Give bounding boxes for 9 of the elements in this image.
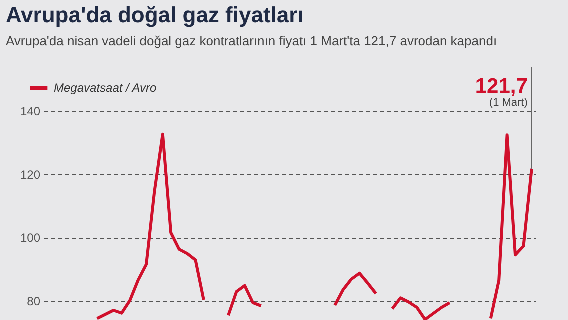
legend-label: Megavatsaat / Avro: [54, 81, 158, 95]
y-tick-label: 80: [27, 294, 41, 308]
y-tick-label: 140: [20, 104, 41, 118]
chart-subtitle: Avrupa'da nisan vadeli doğal gaz kontratlarının fiyatı 1 Mart'ta 121,7 avrodan kapandı: [6, 33, 498, 48]
chart-title: Avrupa'da doğal gaz fiyatları: [6, 2, 304, 28]
y-tick-label: 120: [20, 168, 41, 182]
data-label: 121,7: [475, 75, 528, 98]
y-tick-label: 100: [20, 231, 41, 246]
text: (1 Mart): [489, 97, 528, 109]
